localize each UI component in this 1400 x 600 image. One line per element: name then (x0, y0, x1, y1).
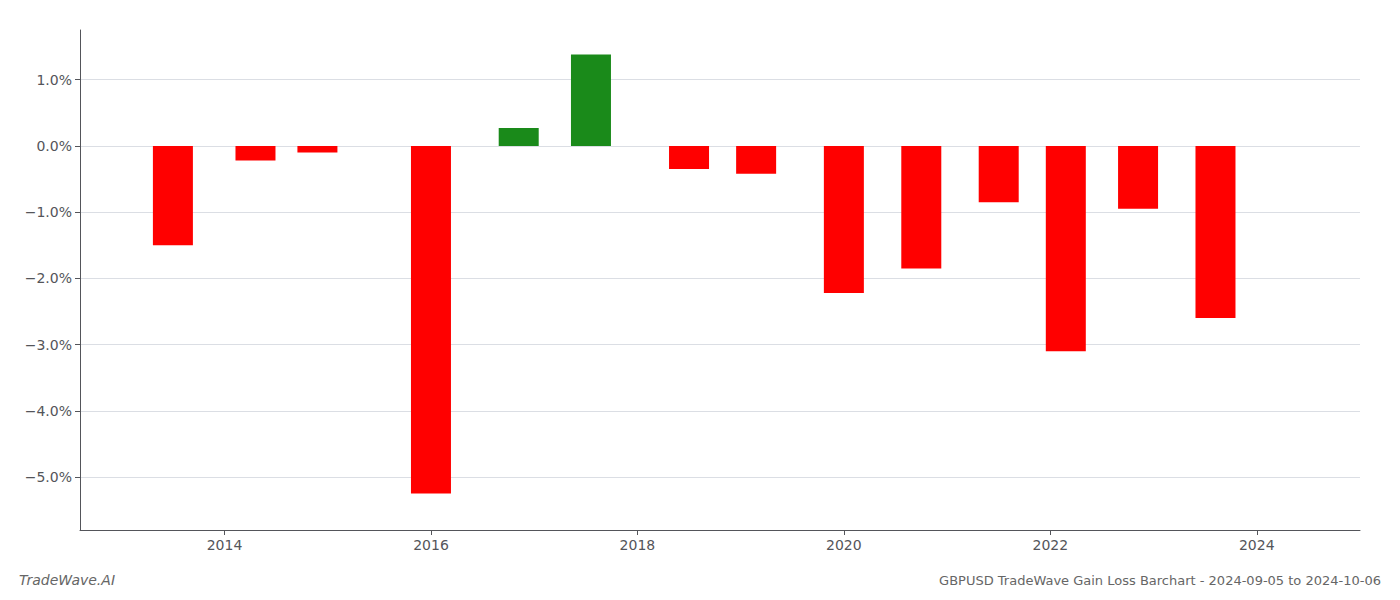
svg-text:2016: 2016 (413, 537, 449, 553)
svg-text:2020: 2020 (826, 537, 862, 553)
svg-text:2018: 2018 (620, 537, 656, 553)
svg-text:−3.0%: −3.0% (25, 337, 72, 353)
svg-text:−4.0%: −4.0% (25, 403, 72, 419)
svg-text:−2.0%: −2.0% (25, 270, 72, 286)
svg-text:2022: 2022 (1033, 537, 1069, 553)
svg-text:2024: 2024 (1239, 537, 1275, 553)
svg-text:0.0%: 0.0% (36, 138, 72, 154)
svg-text:TradeWave.AI: TradeWave.AI (19, 572, 115, 588)
svg-text:−5.0%: −5.0% (25, 469, 72, 485)
svg-text:2014: 2014 (207, 537, 243, 553)
svg-text:GBPUSD TradeWave Gain Loss Bar: GBPUSD TradeWave Gain Loss Barchart - 20… (939, 573, 1381, 588)
svg-text:1.0%: 1.0% (36, 72, 72, 88)
svg-text:−1.0%: −1.0% (25, 204, 72, 220)
